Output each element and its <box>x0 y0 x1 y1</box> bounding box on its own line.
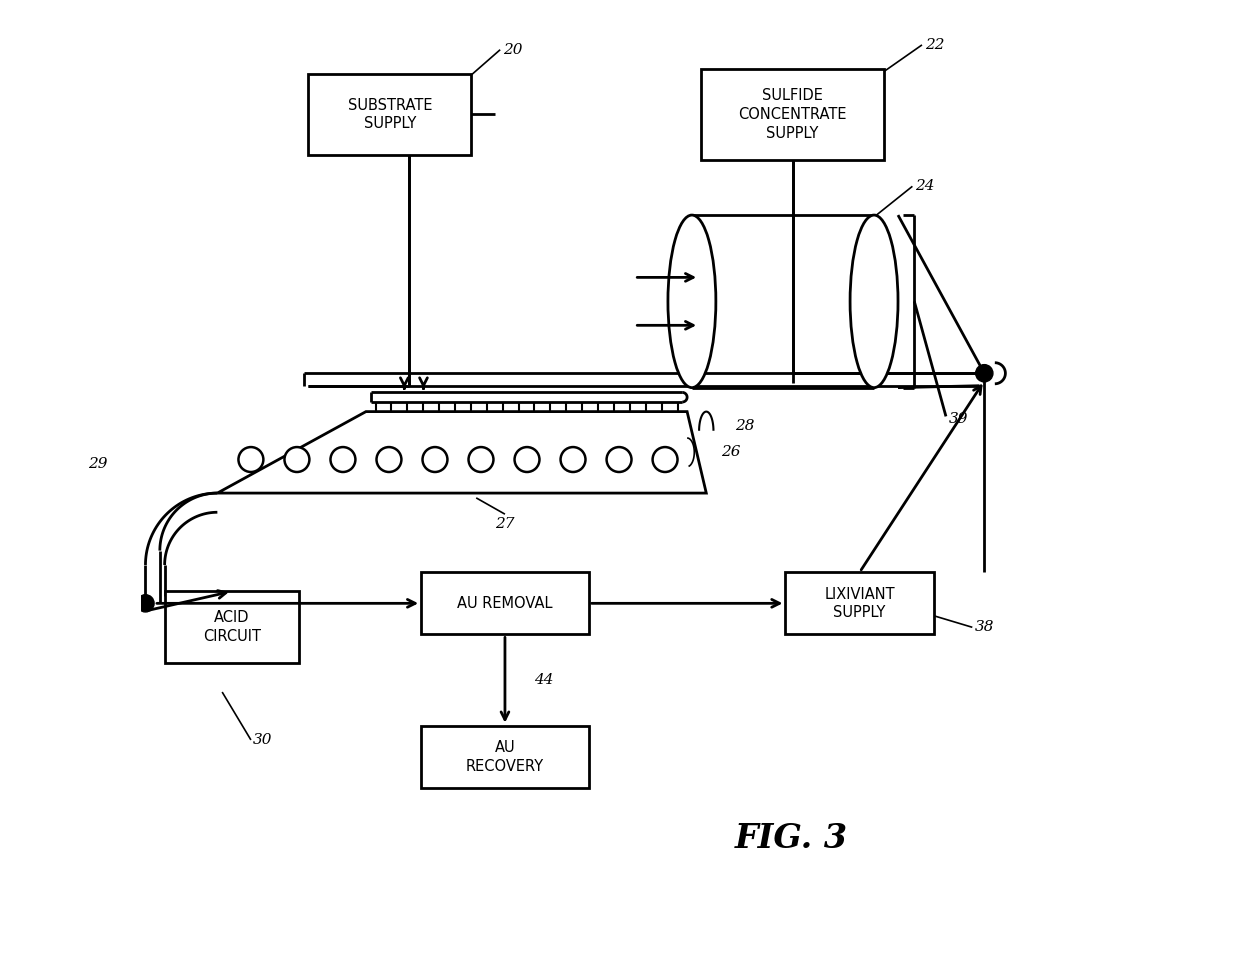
Text: AU
RECOVERY: AU RECOVERY <box>466 740 544 774</box>
Text: FIG. 3: FIG. 3 <box>735 822 848 855</box>
Text: AU REMOVAL: AU REMOVAL <box>458 596 553 611</box>
Text: LIXIVIANT
SUPPLY: LIXIVIANT SUPPLY <box>825 587 895 620</box>
Circle shape <box>469 447 494 472</box>
Text: 28: 28 <box>735 419 754 433</box>
Circle shape <box>136 595 154 612</box>
Circle shape <box>238 447 263 472</box>
Circle shape <box>423 447 448 472</box>
Text: ACID
CIRCUIT: ACID CIRCUIT <box>202 610 260 644</box>
Text: SULFIDE
CONCENTRATE
SUPPLY: SULFIDE CONCENTRATE SUPPLY <box>738 88 847 140</box>
Bar <box>165 592 299 663</box>
Circle shape <box>652 447 677 472</box>
Circle shape <box>515 447 539 472</box>
Circle shape <box>284 447 310 472</box>
Text: 44: 44 <box>533 673 553 687</box>
Text: 20: 20 <box>503 43 522 57</box>
Text: SUBSTRATE
SUPPLY: SUBSTRATE SUPPLY <box>347 98 433 132</box>
Circle shape <box>560 447 585 472</box>
Text: 22: 22 <box>925 38 945 52</box>
Polygon shape <box>217 412 707 493</box>
Text: 24: 24 <box>915 179 935 193</box>
Circle shape <box>331 447 356 472</box>
Bar <box>785 572 934 634</box>
Ellipse shape <box>668 215 715 388</box>
Text: 39: 39 <box>949 412 968 426</box>
Text: 29: 29 <box>88 457 107 471</box>
Text: 38: 38 <box>975 620 994 634</box>
Circle shape <box>606 447 631 472</box>
Bar <box>309 73 471 155</box>
Bar <box>692 215 874 388</box>
Text: 27: 27 <box>495 517 515 531</box>
Circle shape <box>377 447 402 472</box>
Bar <box>422 725 589 788</box>
Ellipse shape <box>851 215 898 388</box>
Bar <box>422 572 589 634</box>
Bar <box>702 69 884 160</box>
Text: 30: 30 <box>253 733 273 747</box>
Text: 26: 26 <box>720 446 740 459</box>
Circle shape <box>976 365 993 382</box>
